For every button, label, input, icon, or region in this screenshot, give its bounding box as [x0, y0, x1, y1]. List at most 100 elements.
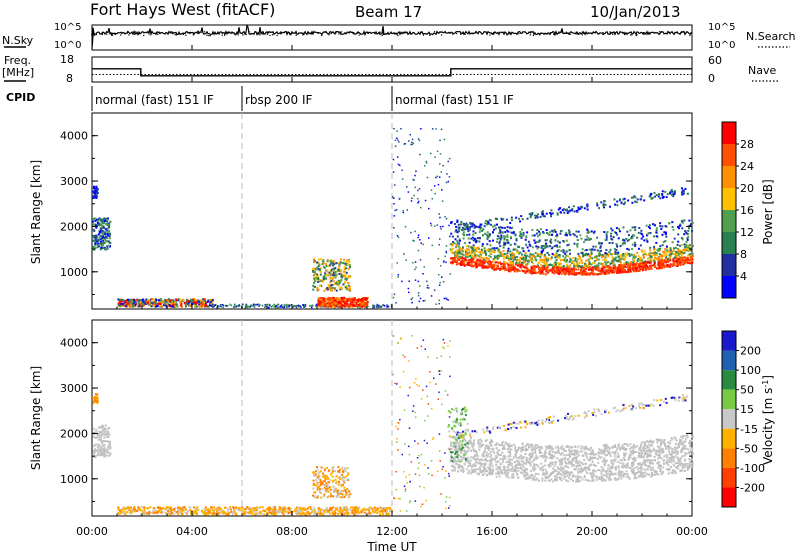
radar-echo — [549, 454, 552, 457]
radar-echo — [594, 268, 597, 271]
radar-echo — [516, 256, 519, 259]
radar-echo — [575, 268, 578, 271]
radar-echo — [491, 260, 494, 263]
noise-search-dot — [266, 33, 268, 35]
radar-echo — [190, 298, 193, 301]
radar-echo — [550, 268, 553, 271]
radar-echo — [598, 250, 601, 253]
radar-echo — [455, 229, 458, 232]
radar-echo — [93, 223, 96, 226]
radar-echo — [138, 302, 141, 305]
radar-echo — [665, 264, 668, 267]
radar-echo — [617, 461, 620, 463]
radar-echo — [337, 279, 340, 282]
radar-echo — [336, 283, 339, 286]
radar-echo — [312, 284, 315, 287]
noise-search-dot — [287, 32, 289, 34]
radar-echo — [508, 458, 511, 461]
radar-echo — [316, 266, 319, 269]
radar-echo — [661, 439, 664, 442]
radar-echo — [509, 270, 512, 273]
radar-echo — [540, 466, 543, 469]
radar-echo — [593, 454, 596, 457]
radar-echo — [182, 300, 185, 303]
radar-echo — [677, 233, 680, 236]
radar-echo — [501, 459, 504, 462]
noise-search-dot — [280, 31, 282, 33]
radar-echo — [588, 231, 591, 234]
radar-echo — [357, 300, 360, 303]
radar-echo — [606, 231, 609, 234]
radar-echo — [318, 268, 321, 271]
radar-echo — [526, 217, 529, 220]
radar-echo — [688, 450, 690, 453]
radar-echo — [560, 273, 563, 275]
radar-echo — [426, 280, 428, 283]
radar-echo — [469, 261, 472, 264]
radar-echo — [417, 280, 420, 283]
radar-echo — [172, 305, 175, 308]
noise-search-dot — [492, 33, 494, 35]
radar-echo — [690, 256, 693, 259]
noise-search-dot — [157, 33, 159, 35]
noise-search-dot — [355, 32, 357, 34]
radar-echo — [399, 197, 401, 200]
radar-echo — [327, 265, 330, 268]
radar-echo — [155, 304, 158, 307]
radar-echo — [462, 246, 465, 249]
radar-echo — [605, 272, 608, 275]
radar-echo — [136, 305, 139, 308]
radar-echo — [642, 264, 644, 267]
radar-echo — [657, 256, 660, 259]
radar-echo — [486, 474, 488, 477]
radar-echo — [396, 235, 399, 237]
radar-echo — [138, 299, 141, 301]
radar-echo — [653, 235, 656, 238]
radar-echo — [559, 265, 562, 268]
radar-echo — [608, 267, 611, 270]
radar-echo — [633, 265, 636, 268]
radar-echo — [332, 267, 335, 270]
radar-echo — [530, 253, 533, 256]
radar-echo — [471, 255, 473, 257]
radar-echo — [317, 281, 320, 283]
radar-echo — [468, 229, 471, 232]
noise-search-dot — [681, 32, 683, 34]
radar-echo — [403, 253, 405, 255]
radar-echo — [439, 265, 442, 267]
radar-echo — [637, 231, 640, 234]
radar-echo — [551, 265, 554, 268]
radar-echo — [562, 240, 565, 242]
radar-echo — [295, 305, 298, 308]
radar-echo — [691, 230, 693, 233]
noise-search-dot — [489, 34, 491, 36]
radar-echo — [672, 258, 675, 261]
radar-echo — [450, 221, 453, 224]
radar-echo — [561, 268, 564, 271]
radar-echo — [329, 281, 332, 284]
noise-search-dot — [206, 34, 208, 36]
radar-echo — [673, 247, 676, 250]
radar-echo — [584, 268, 587, 270]
radar-echo — [573, 272, 575, 275]
radar-echo — [514, 470, 516, 473]
radar-echo — [119, 305, 122, 308]
radar-echo — [563, 266, 566, 269]
radar-echo — [546, 259, 549, 262]
radar-echo — [124, 300, 127, 303]
radar-echo — [140, 299, 142, 302]
radar-echo — [677, 258, 680, 261]
noise-search-dot — [114, 33, 116, 35]
radar-echo — [528, 475, 531, 478]
radar-echo — [464, 252, 467, 255]
radar-echo — [498, 236, 501, 239]
radar-echo — [559, 258, 562, 261]
radar-echo — [618, 258, 621, 261]
radar-echo — [568, 249, 571, 251]
radar-echo — [467, 248, 470, 251]
radar-echo — [193, 302, 196, 305]
radar-echo — [563, 269, 566, 272]
radar-echo — [535, 265, 538, 268]
radar-echo — [600, 273, 603, 275]
radar-echo — [202, 298, 205, 301]
